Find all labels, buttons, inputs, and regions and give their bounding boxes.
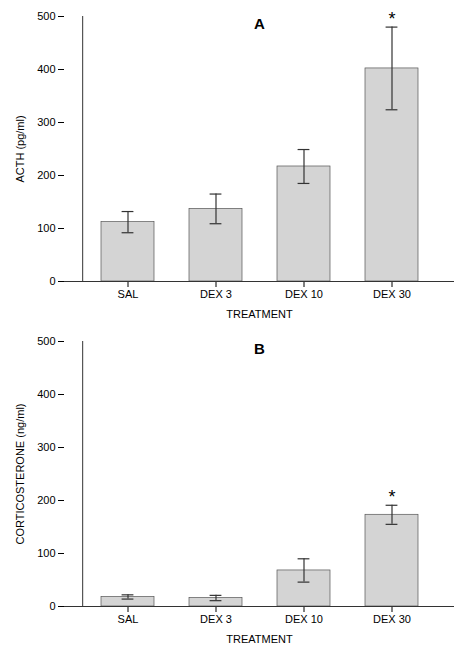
svg-text:300: 300 [37, 441, 55, 453]
svg-text:DEX 3: DEX 3 [200, 288, 232, 300]
svg-text:A: A [254, 15, 265, 32]
svg-text:DEX 30: DEX 30 [373, 613, 411, 625]
svg-text:200: 200 [37, 494, 55, 506]
svg-text:200: 200 [37, 169, 55, 181]
svg-text:100: 100 [37, 222, 55, 234]
svg-text:300: 300 [37, 116, 55, 128]
svg-text:TREATMENT: TREATMENT [226, 633, 293, 645]
svg-text:400: 400 [37, 63, 55, 75]
svg-text:0: 0 [49, 275, 55, 287]
svg-text:CORTICOSTERONE (ng/ml): CORTICOSTERONE (ng/ml) [14, 404, 26, 545]
svg-text:ACTH (pg/ml): ACTH (pg/ml) [14, 115, 26, 182]
svg-text:400: 400 [37, 388, 55, 400]
svg-text:DEX 10: DEX 10 [285, 288, 323, 300]
svg-text:500: 500 [37, 10, 55, 22]
svg-text:TREATMENT: TREATMENT [226, 308, 293, 320]
svg-text:*: * [388, 487, 395, 507]
svg-text:0: 0 [49, 600, 55, 612]
svg-text:500: 500 [37, 335, 55, 347]
svg-text:SAL: SAL [118, 288, 139, 300]
svg-text:DEX 3: DEX 3 [200, 613, 232, 625]
svg-text:DEX 30: DEX 30 [373, 288, 411, 300]
svg-text:DEX 10: DEX 10 [285, 613, 323, 625]
svg-text:*: * [388, 9, 395, 29]
svg-text:SAL: SAL [118, 613, 139, 625]
svg-text:100: 100 [37, 547, 55, 559]
svg-text:B: B [254, 340, 265, 357]
